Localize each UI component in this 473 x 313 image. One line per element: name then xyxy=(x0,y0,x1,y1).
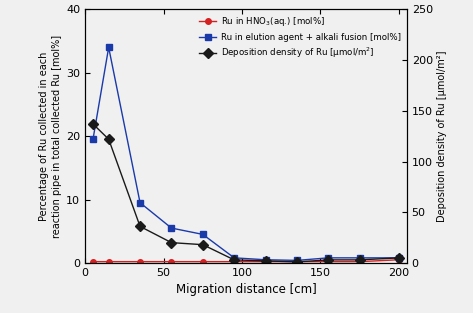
Y-axis label: Percentage of Ru collected in each
reaction pipe in total collected Ru [mol%]: Percentage of Ru collected in each react… xyxy=(39,35,62,238)
Deposition density of Ru [μmol/m$^2$] xyxy=(106,137,112,141)
Ru in elution agent + alkali fusion [mol%] xyxy=(263,258,268,262)
Ru in elution agent + alkali fusion [mol%] xyxy=(294,259,300,262)
Ru in HNO$_3$(aq.) [mol%] xyxy=(294,260,300,264)
Line: Ru in elution agent + alkali fusion [mol%]: Ru in elution agent + alkali fusion [mol… xyxy=(89,44,403,264)
Deposition density of Ru [μmol/m$^2$] xyxy=(231,258,237,262)
Ru in elution agent + alkali fusion [mol%] xyxy=(137,201,143,205)
Deposition density of Ru [μmol/m$^2$] xyxy=(325,258,331,262)
Legend: Ru in HNO$_3$(aq.) [mol%], Ru in elution agent + alkali fusion [mol%], Depositio: Ru in HNO$_3$(aq.) [mol%], Ru in elution… xyxy=(198,14,403,62)
Y-axis label: Deposition density of Ru [μmol/m²]: Deposition density of Ru [μmol/m²] xyxy=(437,50,447,222)
Deposition density of Ru [μmol/m$^2$] xyxy=(263,259,268,263)
Line: Deposition density of Ru [μmol/m$^2$]: Deposition density of Ru [μmol/m$^2$] xyxy=(89,121,403,265)
Ru in elution agent + alkali fusion [mol%] xyxy=(231,256,237,260)
Ru in elution agent + alkali fusion [mol%] xyxy=(396,256,402,260)
Ru in elution agent + alkali fusion [mol%] xyxy=(168,226,174,230)
Deposition density of Ru [μmol/m$^2$] xyxy=(294,260,300,264)
Deposition density of Ru [μmol/m$^2$] xyxy=(90,122,96,126)
Deposition density of Ru [μmol/m$^2$] xyxy=(396,256,402,260)
Deposition density of Ru [μmol/m$^2$] xyxy=(137,224,143,228)
Ru in HNO$_3$(aq.) [mol%] xyxy=(396,258,402,262)
Line: Ru in HNO$_3$(aq.) [mol%]: Ru in HNO$_3$(aq.) [mol%] xyxy=(90,257,402,264)
Ru in HNO$_3$(aq.) [mol%] xyxy=(200,260,206,264)
Ru in elution agent + alkali fusion [mol%] xyxy=(200,233,206,236)
Ru in HNO$_3$(aq.) [mol%] xyxy=(137,260,143,264)
Ru in HNO$_3$(aq.) [mol%] xyxy=(90,260,96,264)
Ru in HNO$_3$(aq.) [mol%] xyxy=(357,260,362,264)
Ru in elution agent + alkali fusion [mol%] xyxy=(325,256,331,260)
Ru in elution agent + alkali fusion [mol%] xyxy=(90,137,96,141)
Ru in elution agent + alkali fusion [mol%] xyxy=(357,256,362,260)
Deposition density of Ru [μmol/m$^2$] xyxy=(357,258,362,262)
Ru in HNO$_3$(aq.) [mol%] xyxy=(231,260,237,264)
Ru in HNO$_3$(aq.) [mol%] xyxy=(106,260,112,264)
Ru in HNO$_3$(aq.) [mol%] xyxy=(325,260,331,264)
X-axis label: Migration distance [cm]: Migration distance [cm] xyxy=(175,283,316,296)
Ru in HNO$_3$(aq.) [mol%] xyxy=(168,260,174,264)
Ru in elution agent + alkali fusion [mol%] xyxy=(106,45,112,49)
Deposition density of Ru [μmol/m$^2$] xyxy=(168,241,174,244)
Ru in HNO$_3$(aq.) [mol%] xyxy=(263,260,268,264)
Deposition density of Ru [μmol/m$^2$] xyxy=(200,243,206,247)
